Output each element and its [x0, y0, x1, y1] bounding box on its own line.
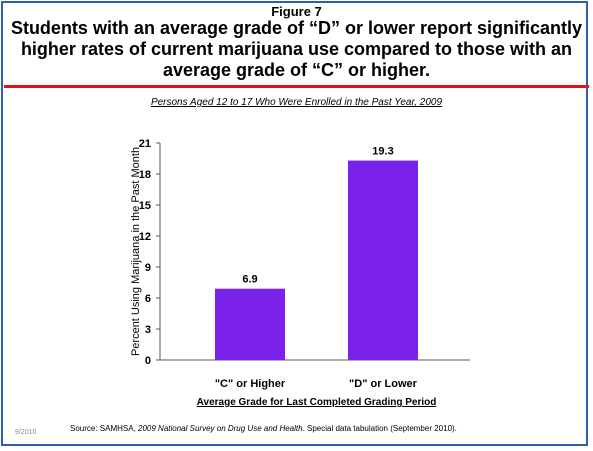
x-axis-label: Average Grade for Last Completed Grading… — [197, 397, 437, 408]
bar-value-label: 19.3 — [372, 146, 393, 158]
bar — [215, 288, 285, 360]
source-prefix: Source: SAMHSA, — [70, 424, 139, 433]
chart-subtitle: Persons Aged 12 to 17 Who Were Enrolled … — [150, 97, 443, 108]
x-category-label: "C" or Higher — [215, 378, 286, 390]
red-divider — [4, 85, 589, 88]
y-tick-label: 15 — [139, 200, 151, 212]
figure-label: Figure 7 — [271, 4, 322, 19]
y-tick-label: 18 — [139, 169, 151, 181]
y-tick-label: 9 — [145, 262, 151, 274]
x-category-label: "D" or Lower — [349, 378, 418, 390]
bar-value-label: 6.9 — [242, 274, 257, 286]
y-tick-label: 6 — [145, 293, 151, 305]
y-tick-label: 0 — [145, 355, 151, 367]
y-tick-label: 3 — [145, 324, 151, 336]
y-axis-label: Percent Using Marijuana in the Past Mont… — [130, 147, 142, 356]
bar — [348, 160, 418, 360]
date-stamp: 9/2010 — [15, 429, 37, 436]
headline: Students with an average grade of “D” or… — [10, 18, 583, 80]
y-tick-label: 12 — [139, 231, 151, 243]
slide-frame — [1, 1, 588, 446]
source-suffix: . Special data tabulation (September 201… — [302, 424, 457, 433]
source-note: Source: SAMHSA, 2009 National Survey on … — [70, 424, 457, 433]
source-survey: 2009 National Survey on Drug Use and Hea… — [138, 424, 303, 433]
y-tick-label: 21 — [139, 138, 151, 150]
